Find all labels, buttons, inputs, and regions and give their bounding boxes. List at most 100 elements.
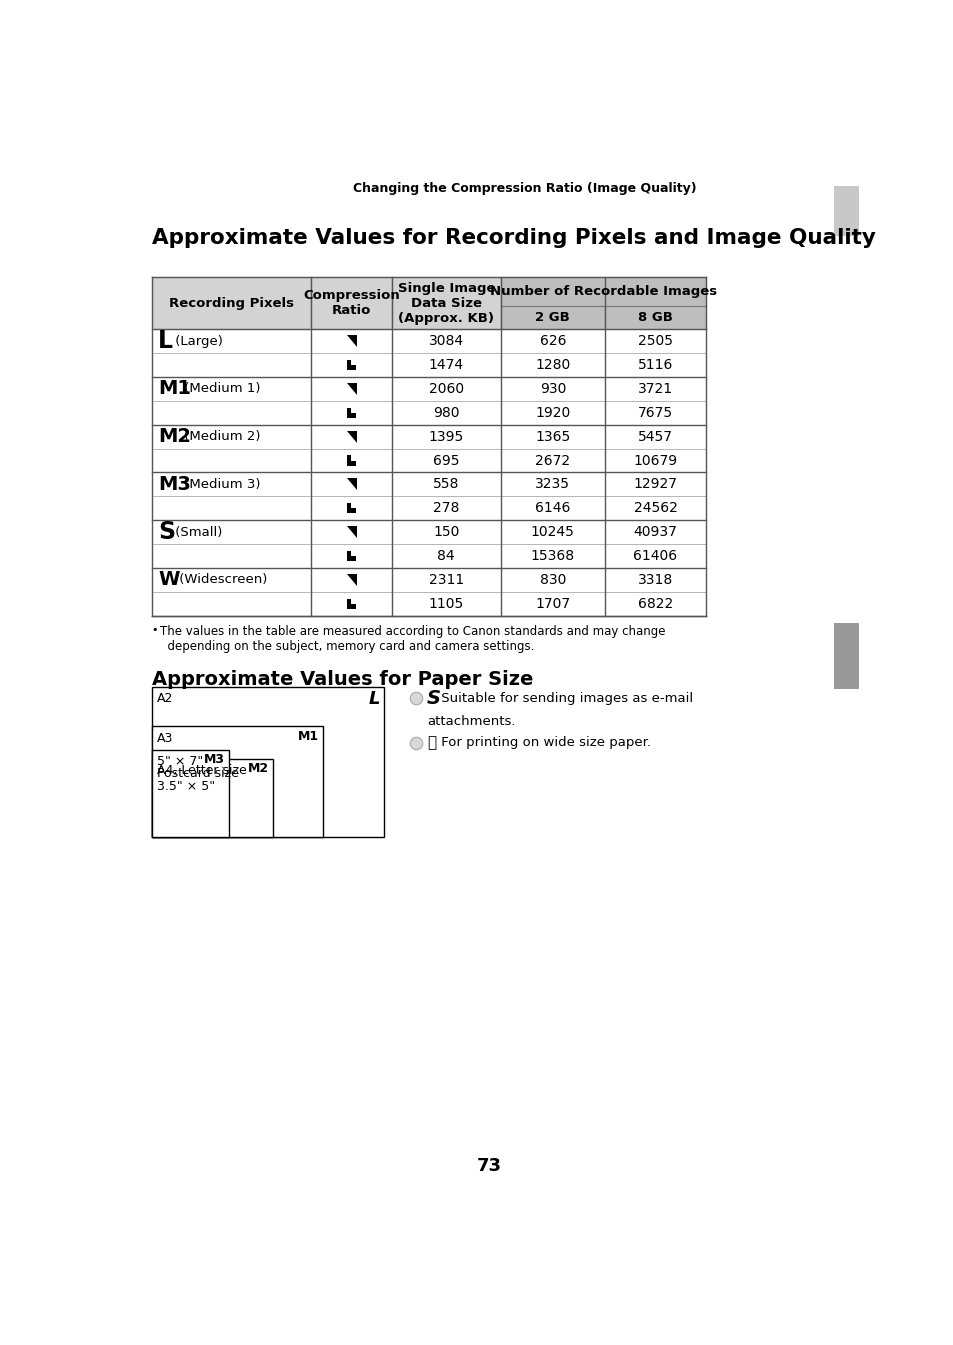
Text: W: W xyxy=(158,570,179,589)
Bar xyxy=(152,449,705,472)
Polygon shape xyxy=(347,360,355,370)
Text: A2: A2 xyxy=(157,691,173,705)
Text: 930: 930 xyxy=(539,382,565,395)
Bar xyxy=(152,377,705,401)
Bar xyxy=(833,186,858,237)
Text: (Large): (Large) xyxy=(171,335,223,348)
Text: M1: M1 xyxy=(158,379,191,398)
Bar xyxy=(152,759,273,837)
Text: 830: 830 xyxy=(539,573,565,586)
Polygon shape xyxy=(347,456,355,465)
Text: M3: M3 xyxy=(203,753,224,767)
Text: 40937: 40937 xyxy=(633,525,677,539)
Text: 5457: 5457 xyxy=(638,429,673,444)
Text: 61406: 61406 xyxy=(633,549,677,564)
Text: Postcard size: Postcard size xyxy=(157,767,239,780)
Bar xyxy=(152,521,705,545)
Bar xyxy=(152,568,705,592)
Bar xyxy=(152,277,311,330)
Bar xyxy=(152,686,384,837)
Bar xyxy=(152,425,705,449)
Bar xyxy=(152,401,705,425)
Text: 6822: 6822 xyxy=(638,597,673,611)
Text: A4, Letter size: A4, Letter size xyxy=(157,764,247,777)
Text: 2672: 2672 xyxy=(535,453,570,468)
Text: 626: 626 xyxy=(539,334,565,348)
Text: 24562: 24562 xyxy=(633,502,677,515)
Text: 3721: 3721 xyxy=(638,382,673,395)
Text: 2 GB: 2 GB xyxy=(535,311,570,324)
Text: 2060: 2060 xyxy=(428,382,463,395)
Polygon shape xyxy=(347,479,356,491)
Polygon shape xyxy=(347,599,355,609)
Text: 3084: 3084 xyxy=(428,334,463,348)
Text: 5" × 7": 5" × 7" xyxy=(157,755,203,768)
Text: 278: 278 xyxy=(433,502,459,515)
Polygon shape xyxy=(347,383,356,395)
Text: 980: 980 xyxy=(433,406,459,420)
Bar xyxy=(152,592,705,616)
Polygon shape xyxy=(347,551,355,561)
Polygon shape xyxy=(347,503,355,514)
Text: L: L xyxy=(158,330,172,354)
Text: 12927: 12927 xyxy=(633,477,677,491)
Text: 10245: 10245 xyxy=(531,525,575,539)
Polygon shape xyxy=(347,574,356,586)
Text: 1920: 1920 xyxy=(535,406,570,420)
Text: 3.5" × 5": 3.5" × 5" xyxy=(157,780,215,792)
Text: •: • xyxy=(152,625,158,635)
Polygon shape xyxy=(347,335,356,347)
Bar xyxy=(152,545,705,568)
Text: The values in the table are measured according to Canon standards and may change: The values in the table are measured acc… xyxy=(159,625,664,652)
Text: Number of Recordable Images: Number of Recordable Images xyxy=(489,285,716,299)
Text: Single Image
Data Size
(Approx. KB): Single Image Data Size (Approx. KB) xyxy=(397,281,495,324)
Text: 3318: 3318 xyxy=(638,573,673,586)
Text: 1105: 1105 xyxy=(428,597,463,611)
Bar xyxy=(152,330,705,354)
Text: 10679: 10679 xyxy=(633,453,677,468)
Text: L: L xyxy=(369,690,380,709)
Bar xyxy=(311,277,392,330)
Text: 2505: 2505 xyxy=(638,334,673,348)
Text: A3: A3 xyxy=(157,732,173,745)
Bar xyxy=(152,726,322,837)
Text: 15368: 15368 xyxy=(530,549,575,564)
Bar xyxy=(152,749,229,837)
Text: For printing on wide size paper.: For printing on wide size paper. xyxy=(436,736,650,749)
Bar xyxy=(500,277,705,307)
Bar xyxy=(152,496,705,521)
Text: 7675: 7675 xyxy=(638,406,673,420)
Text: Recording Pixels: Recording Pixels xyxy=(169,297,294,309)
Text: 558: 558 xyxy=(433,477,459,491)
Text: 1474: 1474 xyxy=(428,358,463,373)
Bar xyxy=(152,354,705,377)
Text: 150: 150 xyxy=(433,525,459,539)
Bar xyxy=(500,307,604,330)
Bar xyxy=(604,307,705,330)
Bar xyxy=(392,277,500,330)
Text: M1: M1 xyxy=(297,730,318,744)
Text: 84: 84 xyxy=(437,549,455,564)
Text: (Medium 3): (Medium 3) xyxy=(179,477,260,491)
Text: Approximate Values for Recording Pixels and Image Quality: Approximate Values for Recording Pixels … xyxy=(152,229,875,249)
Text: 5116: 5116 xyxy=(638,358,673,373)
Text: Suitable for sending images as e-mail: Suitable for sending images as e-mail xyxy=(436,691,693,705)
Text: (Small): (Small) xyxy=(171,526,222,538)
Text: 8 GB: 8 GB xyxy=(638,311,672,324)
Text: M2: M2 xyxy=(248,763,269,776)
Polygon shape xyxy=(347,526,356,538)
Text: attachments.: attachments. xyxy=(427,716,515,728)
Text: (Widescreen): (Widescreen) xyxy=(174,573,267,586)
Text: 2311: 2311 xyxy=(428,573,463,586)
Text: 1395: 1395 xyxy=(428,429,463,444)
Text: 73: 73 xyxy=(476,1158,501,1176)
Polygon shape xyxy=(347,408,355,418)
Text: (Medium 2): (Medium 2) xyxy=(179,430,260,443)
Text: 6146: 6146 xyxy=(535,502,570,515)
Text: Changing the Compression Ratio (Image Quality): Changing the Compression Ratio (Image Qu… xyxy=(353,182,696,195)
Text: Approximate Values for Paper Size: Approximate Values for Paper Size xyxy=(152,670,533,689)
Text: S: S xyxy=(158,521,175,545)
Text: 695: 695 xyxy=(433,453,459,468)
Text: Ⓦ: Ⓦ xyxy=(427,736,436,751)
Bar xyxy=(152,472,705,496)
